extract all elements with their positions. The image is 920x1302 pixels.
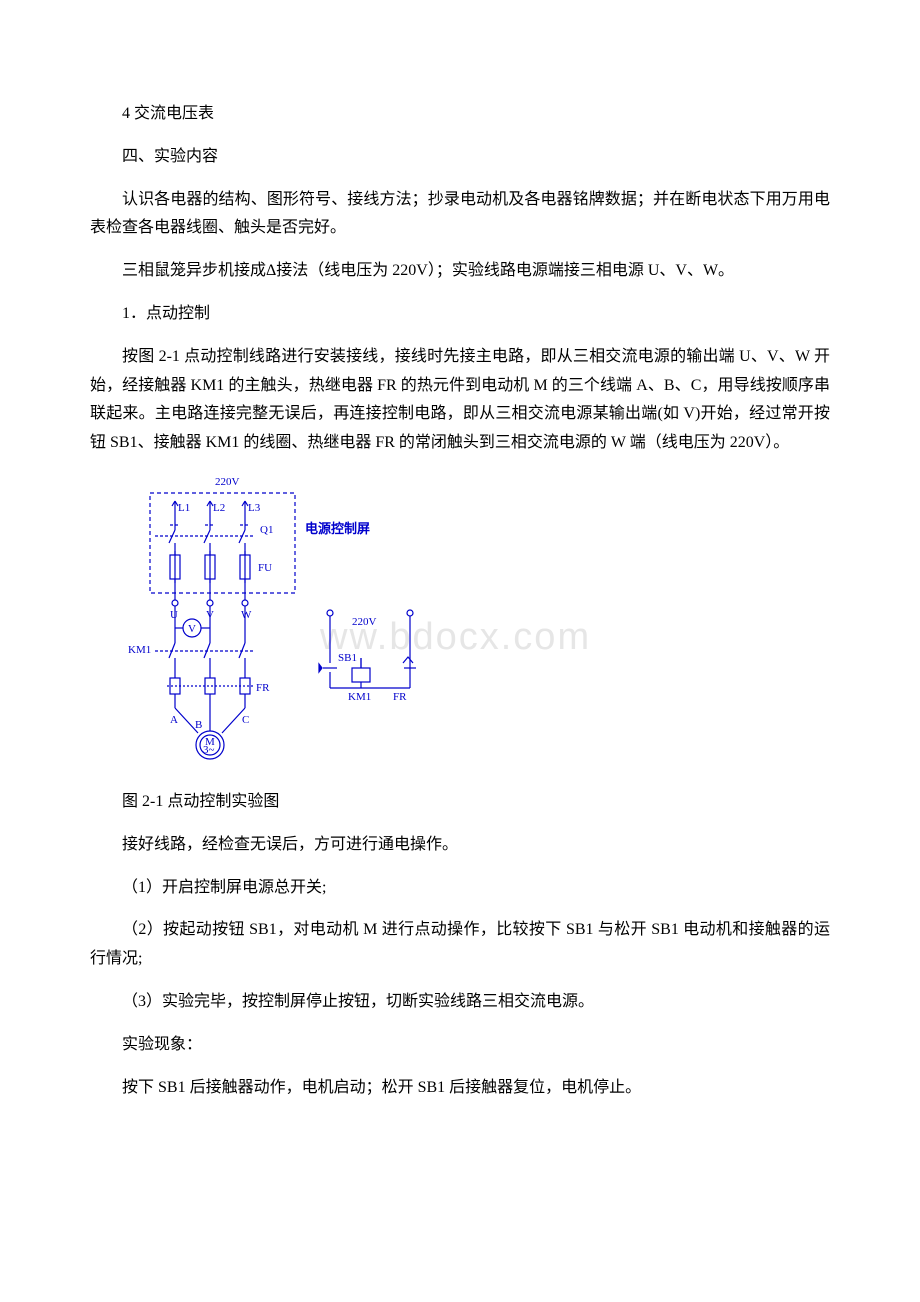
label-fu: FU xyxy=(258,562,272,574)
phenomenon-desc: 按下 SB1 后接触器动作，电机启动；松开 SB1 后接触器复位，电机停止。 xyxy=(90,1074,830,1103)
jog-control-desc: 按图 2-1 点动控制线路进行安装接线，接线时先接主电路，即从三相交流电源的输出… xyxy=(90,343,830,458)
label-b: B xyxy=(195,719,202,731)
label-l1: L1 xyxy=(178,502,190,514)
jog-control-title: 1．点动控制 xyxy=(90,300,830,329)
label-w: W xyxy=(241,609,252,621)
label-q1: Q1 xyxy=(260,524,273,536)
figure-caption: 图 2-1 点动控制实验图 xyxy=(90,788,830,817)
phenomenon-title: 实验现象： xyxy=(90,1031,830,1060)
label-km1: KM1 xyxy=(128,644,151,656)
label-fr-r: FR xyxy=(393,691,407,703)
section-4-title: 四、实验内容 xyxy=(90,143,830,172)
step-3: （3）实验完毕，按控制屏停止按钮，切断实验线路三相交流电源。 xyxy=(90,988,830,1017)
label-c: C xyxy=(242,714,249,726)
motor-config: 三相鼠笼异步机接成Δ接法（线电压为 220V）；实验线路电源端接三相电源 U、V… xyxy=(90,257,830,286)
label-power-panel: 电源控制屏 xyxy=(305,521,370,536)
item-4: 4 交流电压表 xyxy=(90,100,830,129)
circuit-diagram-container: ww.bdocx.com 220V L1 L2 L3 xyxy=(120,473,830,773)
label-motor-3: 3~ xyxy=(203,744,215,756)
label-a: A xyxy=(170,714,178,726)
label-km1-r: KM1 xyxy=(348,691,371,703)
check-before-power: 接好线路，经检查无误后，方可进行通电操作。 xyxy=(90,831,830,860)
circuit-diagram: ww.bdocx.com 220V L1 L2 L3 xyxy=(120,473,490,773)
label-220v-top: 220V xyxy=(215,476,240,488)
label-220v-r: 220V xyxy=(352,616,377,628)
label-fr: FR xyxy=(256,682,270,694)
svg-text:V: V xyxy=(188,623,196,635)
label-l2: L2 xyxy=(213,502,225,514)
label-l3: L3 xyxy=(248,502,261,514)
step-1: （1）开启控制屏电源总开关; xyxy=(90,874,830,903)
content-desc: 认识各电器的结构、图形符号、接线方法；抄录电动机及各电器铭牌数据；并在断电状态下… xyxy=(90,186,830,244)
step-2: （2）按起动按钮 SB1，对电动机 M 进行点动操作，比较按下 SB1 与松开 … xyxy=(90,916,830,974)
label-u: U xyxy=(170,609,178,621)
